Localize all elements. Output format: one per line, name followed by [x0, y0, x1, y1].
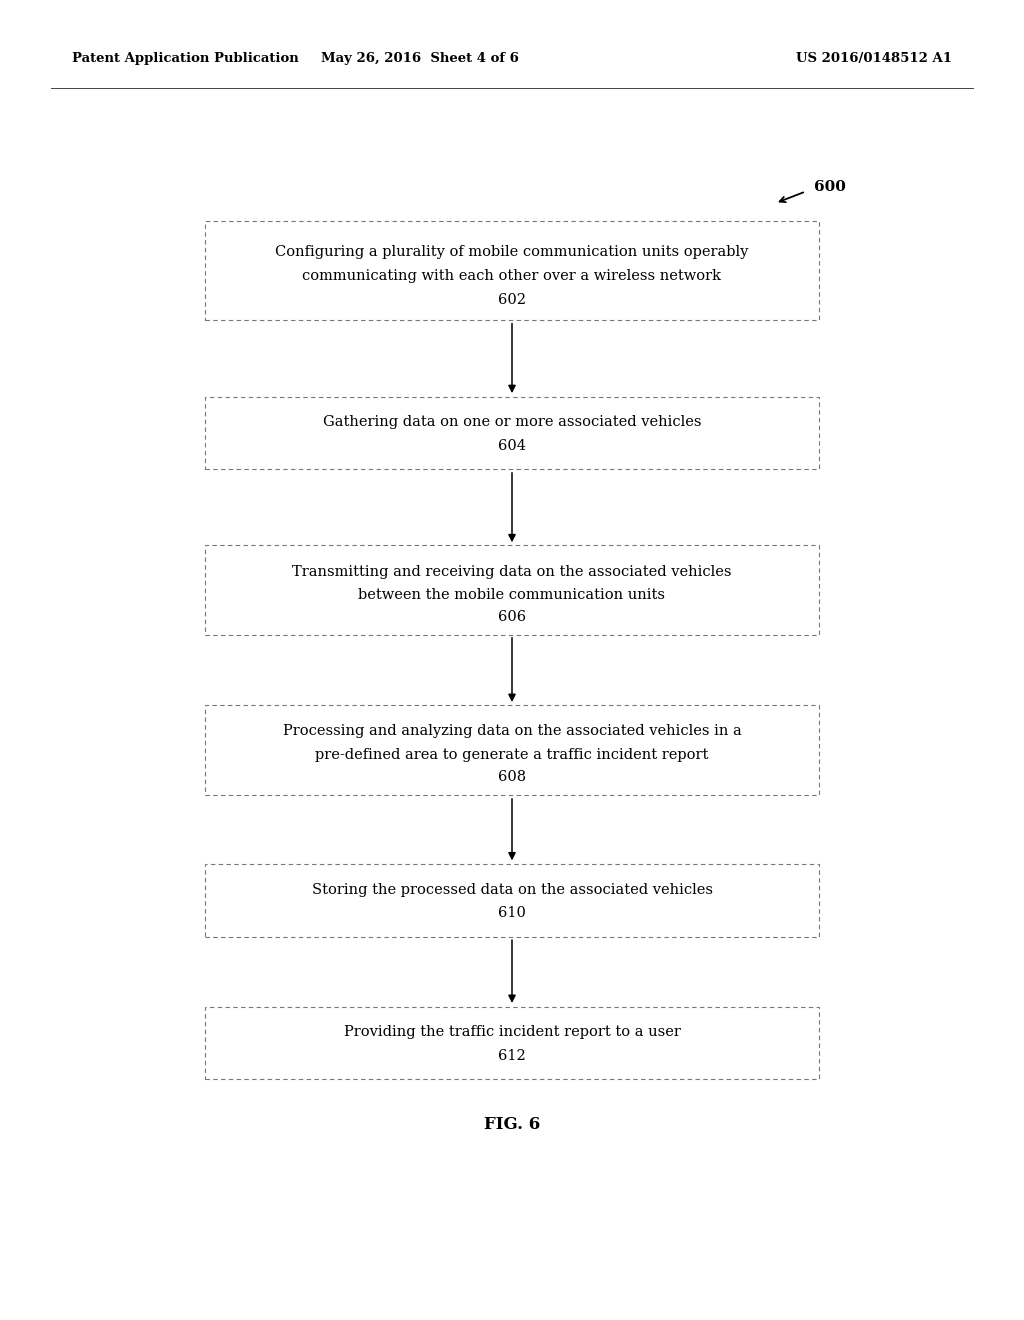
Text: May 26, 2016  Sheet 4 of 6: May 26, 2016 Sheet 4 of 6: [321, 51, 519, 65]
Text: US 2016/0148512 A1: US 2016/0148512 A1: [797, 51, 952, 65]
FancyBboxPatch shape: [205, 705, 819, 795]
FancyBboxPatch shape: [205, 396, 819, 469]
Text: FIG. 6: FIG. 6: [484, 1117, 540, 1133]
Text: 606: 606: [498, 610, 526, 624]
Text: Transmitting and receiving data on the associated vehicles: Transmitting and receiving data on the a…: [292, 565, 732, 578]
Text: Patent Application Publication: Patent Application Publication: [72, 51, 298, 65]
FancyBboxPatch shape: [205, 220, 819, 319]
Text: 612: 612: [498, 1049, 526, 1063]
FancyBboxPatch shape: [205, 865, 819, 937]
Text: 610: 610: [498, 907, 526, 920]
Text: Processing and analyzing data on the associated vehicles in a: Processing and analyzing data on the ass…: [283, 725, 741, 738]
Text: Providing the traffic incident report to a user: Providing the traffic incident report to…: [344, 1026, 680, 1039]
Text: Gathering data on one or more associated vehicles: Gathering data on one or more associated…: [323, 416, 701, 429]
Text: 608: 608: [498, 770, 526, 784]
Text: 604: 604: [498, 440, 526, 453]
Text: 600: 600: [814, 181, 846, 194]
Text: 602: 602: [498, 293, 526, 308]
Text: pre-defined area to generate a traffic incident report: pre-defined area to generate a traffic i…: [315, 748, 709, 762]
Text: between the mobile communication units: between the mobile communication units: [358, 589, 666, 602]
Text: Configuring a plurality of mobile communication units operably: Configuring a plurality of mobile commun…: [275, 246, 749, 259]
Text: Storing the processed data on the associated vehicles: Storing the processed data on the associ…: [311, 883, 713, 896]
FancyBboxPatch shape: [205, 545, 819, 635]
FancyBboxPatch shape: [205, 1006, 819, 1080]
Text: communicating with each other over a wireless network: communicating with each other over a wir…: [302, 269, 722, 282]
